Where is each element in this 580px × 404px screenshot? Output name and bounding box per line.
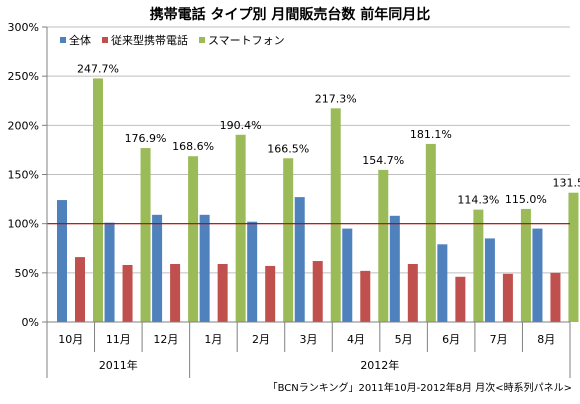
bar-1-4月 (342, 228, 353, 322)
x-tick-label: 1月 (204, 333, 222, 346)
year-group-label: 2011年 (99, 358, 138, 372)
legend-swatch (102, 37, 108, 43)
bar-3-5月 (425, 143, 436, 322)
y-tick-label: 250% (8, 70, 39, 83)
bar-1-2月 (247, 221, 258, 322)
bar-1-7月 (484, 238, 495, 322)
data-label: 168.6% (172, 140, 214, 153)
bar-1-11月 (104, 222, 115, 322)
legend-entry: 全体 (69, 33, 91, 47)
bar-2-10月 (75, 257, 85, 322)
bar-3-2月 (283, 158, 294, 322)
x-tick-label: 5月 (395, 333, 413, 346)
x-tick-label: 10月 (58, 333, 83, 346)
x-tick-label: 2月 (252, 333, 270, 346)
x-tick-label: 4月 (347, 333, 365, 346)
x-tick-label: 8月 (537, 333, 555, 346)
data-label: 217.3% (315, 92, 357, 105)
x-tick-label: 3月 (300, 333, 318, 346)
data-label: 115.0% (505, 193, 547, 206)
bar-3-6月 (473, 209, 484, 322)
bar-3-12月 (188, 156, 199, 322)
bar-1-12月 (152, 214, 163, 322)
bar-2-4月 (360, 270, 371, 322)
y-tick-label: 100% (8, 218, 39, 231)
data-label: 154.7% (362, 154, 404, 167)
y-tick-label: 50% (15, 267, 39, 280)
legend-entry: スマートフォン (208, 34, 285, 47)
data-label: 131.5% (552, 177, 580, 190)
bar-2-6月 (455, 276, 466, 322)
y-tick-label: 0% (22, 316, 39, 329)
bar-3-3月 (330, 108, 341, 323)
bar-3-1月 (235, 134, 246, 322)
bar-3-7月 (520, 208, 531, 322)
y-tick-label: 150% (8, 169, 39, 182)
legend-swatch (199, 37, 205, 43)
data-label: 190.4% (220, 119, 262, 132)
bar-2-12月 (170, 263, 181, 322)
y-tick-label: 200% (8, 119, 39, 132)
bar-1-10月 (57, 200, 67, 322)
bar-2-2月 (265, 265, 276, 322)
data-label: 176.9% (125, 132, 167, 145)
x-tick-label: 12月 (153, 333, 178, 346)
bar-1-8月 (532, 228, 543, 322)
bar-1-6月 (437, 244, 448, 322)
legend-entry: 従来型携帯電話 (111, 33, 188, 47)
bar-2-7月 (502, 273, 513, 322)
x-tick-label: 6月 (442, 333, 460, 346)
bar-2-3月 (312, 261, 323, 322)
bar-2-1月 (217, 263, 228, 322)
bar-3-4月 (378, 169, 389, 322)
data-label: 181.1% (410, 128, 452, 141)
bar-1-3月 (294, 197, 305, 322)
chart-title: 携帯電話 タイプ別 月間販売台数 前年同月比 (150, 6, 431, 23)
bar-1-5月 (389, 215, 400, 322)
data-label: 166.5% (267, 142, 309, 155)
data-label: 247.7% (77, 62, 119, 75)
source-note: 「BCNランキング」2011年10月-2012年8月 月次<時系列パネル> (268, 381, 572, 394)
x-tick-label: 11月 (106, 333, 131, 346)
bar-3-11月 (140, 148, 151, 322)
bar-2-8月 (550, 272, 561, 322)
bar-1-1月 (199, 214, 210, 322)
year-group-label: 2012年 (360, 358, 399, 372)
bar-2-11月 (122, 264, 133, 322)
bar-3-8月 (568, 192, 579, 322)
x-tick-label: 7月 (490, 333, 508, 346)
y-tick-label: 300% (8, 21, 39, 34)
bar-2-5月 (407, 263, 418, 322)
bar-3-10月 (93, 78, 103, 322)
legend-swatch (60, 37, 66, 43)
data-label: 114.3% (457, 194, 499, 207)
